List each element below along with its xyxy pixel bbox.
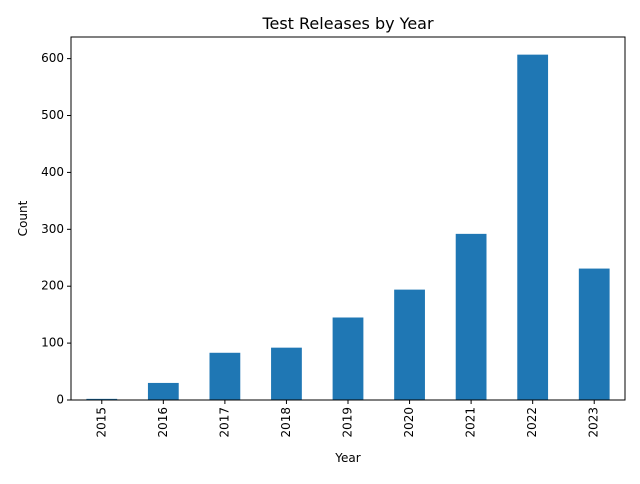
x-tick-label: 2021	[464, 407, 478, 438]
x-axis: 2015 2016 2017 2018 2019 2020 2021 2022 2023	[94, 400, 601, 438]
bar-2023	[578, 268, 610, 400]
y-axis: 0 100 200 300 400 500 600	[41, 51, 71, 407]
x-tick-label: 2016	[156, 407, 170, 438]
bar-2018	[271, 347, 302, 400]
y-tick-label: 0	[56, 393, 64, 407]
bar-2017	[209, 352, 241, 400]
bar-2020	[394, 289, 425, 400]
x-tick-label: 2020	[402, 407, 416, 438]
x-tick-label: 2019	[341, 407, 355, 438]
y-tick-label: 100	[41, 336, 64, 350]
y-tick-label: 400	[41, 165, 64, 179]
bar-2021	[455, 233, 487, 400]
x-tick-label: 2023	[587, 407, 601, 438]
y-tick-label: 500	[41, 108, 64, 122]
plot-frame	[70, 36, 626, 401]
x-tick-label: 2018	[279, 407, 293, 438]
chart-title: Test Releases by Year	[261, 14, 434, 33]
y-tick-label: 300	[41, 222, 64, 236]
x-tick-label: 2022	[525, 407, 539, 438]
y-tick-label: 600	[41, 51, 64, 65]
bars-group	[86, 54, 610, 400]
bar-2015	[86, 398, 118, 400]
bar-2022	[517, 54, 549, 400]
x-axis-label: Year	[334, 451, 360, 465]
x-tick-label: 2015	[94, 407, 108, 438]
y-tick-label: 200	[41, 279, 64, 293]
bar-2019	[332, 317, 364, 400]
x-tick-label: 2017	[217, 407, 231, 438]
bar-2016	[147, 382, 179, 400]
y-axis-label: Count	[16, 200, 30, 236]
